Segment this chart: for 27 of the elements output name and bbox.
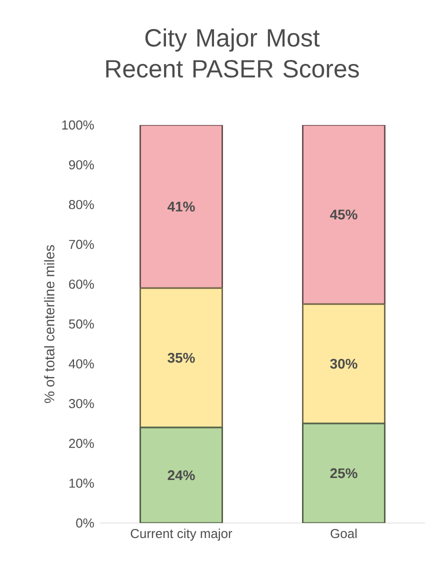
bar	[140, 426, 223, 523]
data-label: 24%	[168, 470, 195, 480]
y-tick-label: 40%	[68, 359, 94, 368]
bar	[302, 303, 386, 424]
y-tick-label: 10%	[69, 478, 94, 488]
y-tick-label: 60%	[69, 280, 94, 289]
data-label: 30%	[330, 358, 358, 369]
data-label: 35%	[168, 352, 195, 363]
y-tick-label: 30%	[68, 399, 94, 408]
bar	[302, 422, 386, 523]
y-tick-label: 50%	[68, 319, 94, 329]
x-tick-label: Goal	[330, 528, 357, 538]
y-axis-title: % of total centerline miles	[44, 245, 54, 403]
x-tick-label: Current city major	[130, 528, 232, 541]
y-tick-label: 90%	[69, 160, 94, 170]
bar	[302, 124, 386, 305]
bar	[140, 124, 223, 289]
y-tick-label: 100%	[62, 120, 94, 130]
bar	[140, 287, 223, 428]
y-tick-label: 0%	[76, 518, 94, 528]
chart-title: City Major Most Recent PASER Scores	[106, 28, 359, 78]
data-label: 45%	[330, 210, 358, 220]
data-label: 41%	[168, 202, 195, 212]
y-tick-label: 20%	[69, 438, 94, 448]
data-label: 25%	[330, 468, 358, 478]
y-tick-label: 70%	[69, 240, 94, 249]
y-tick-label: 80%	[68, 200, 94, 210]
